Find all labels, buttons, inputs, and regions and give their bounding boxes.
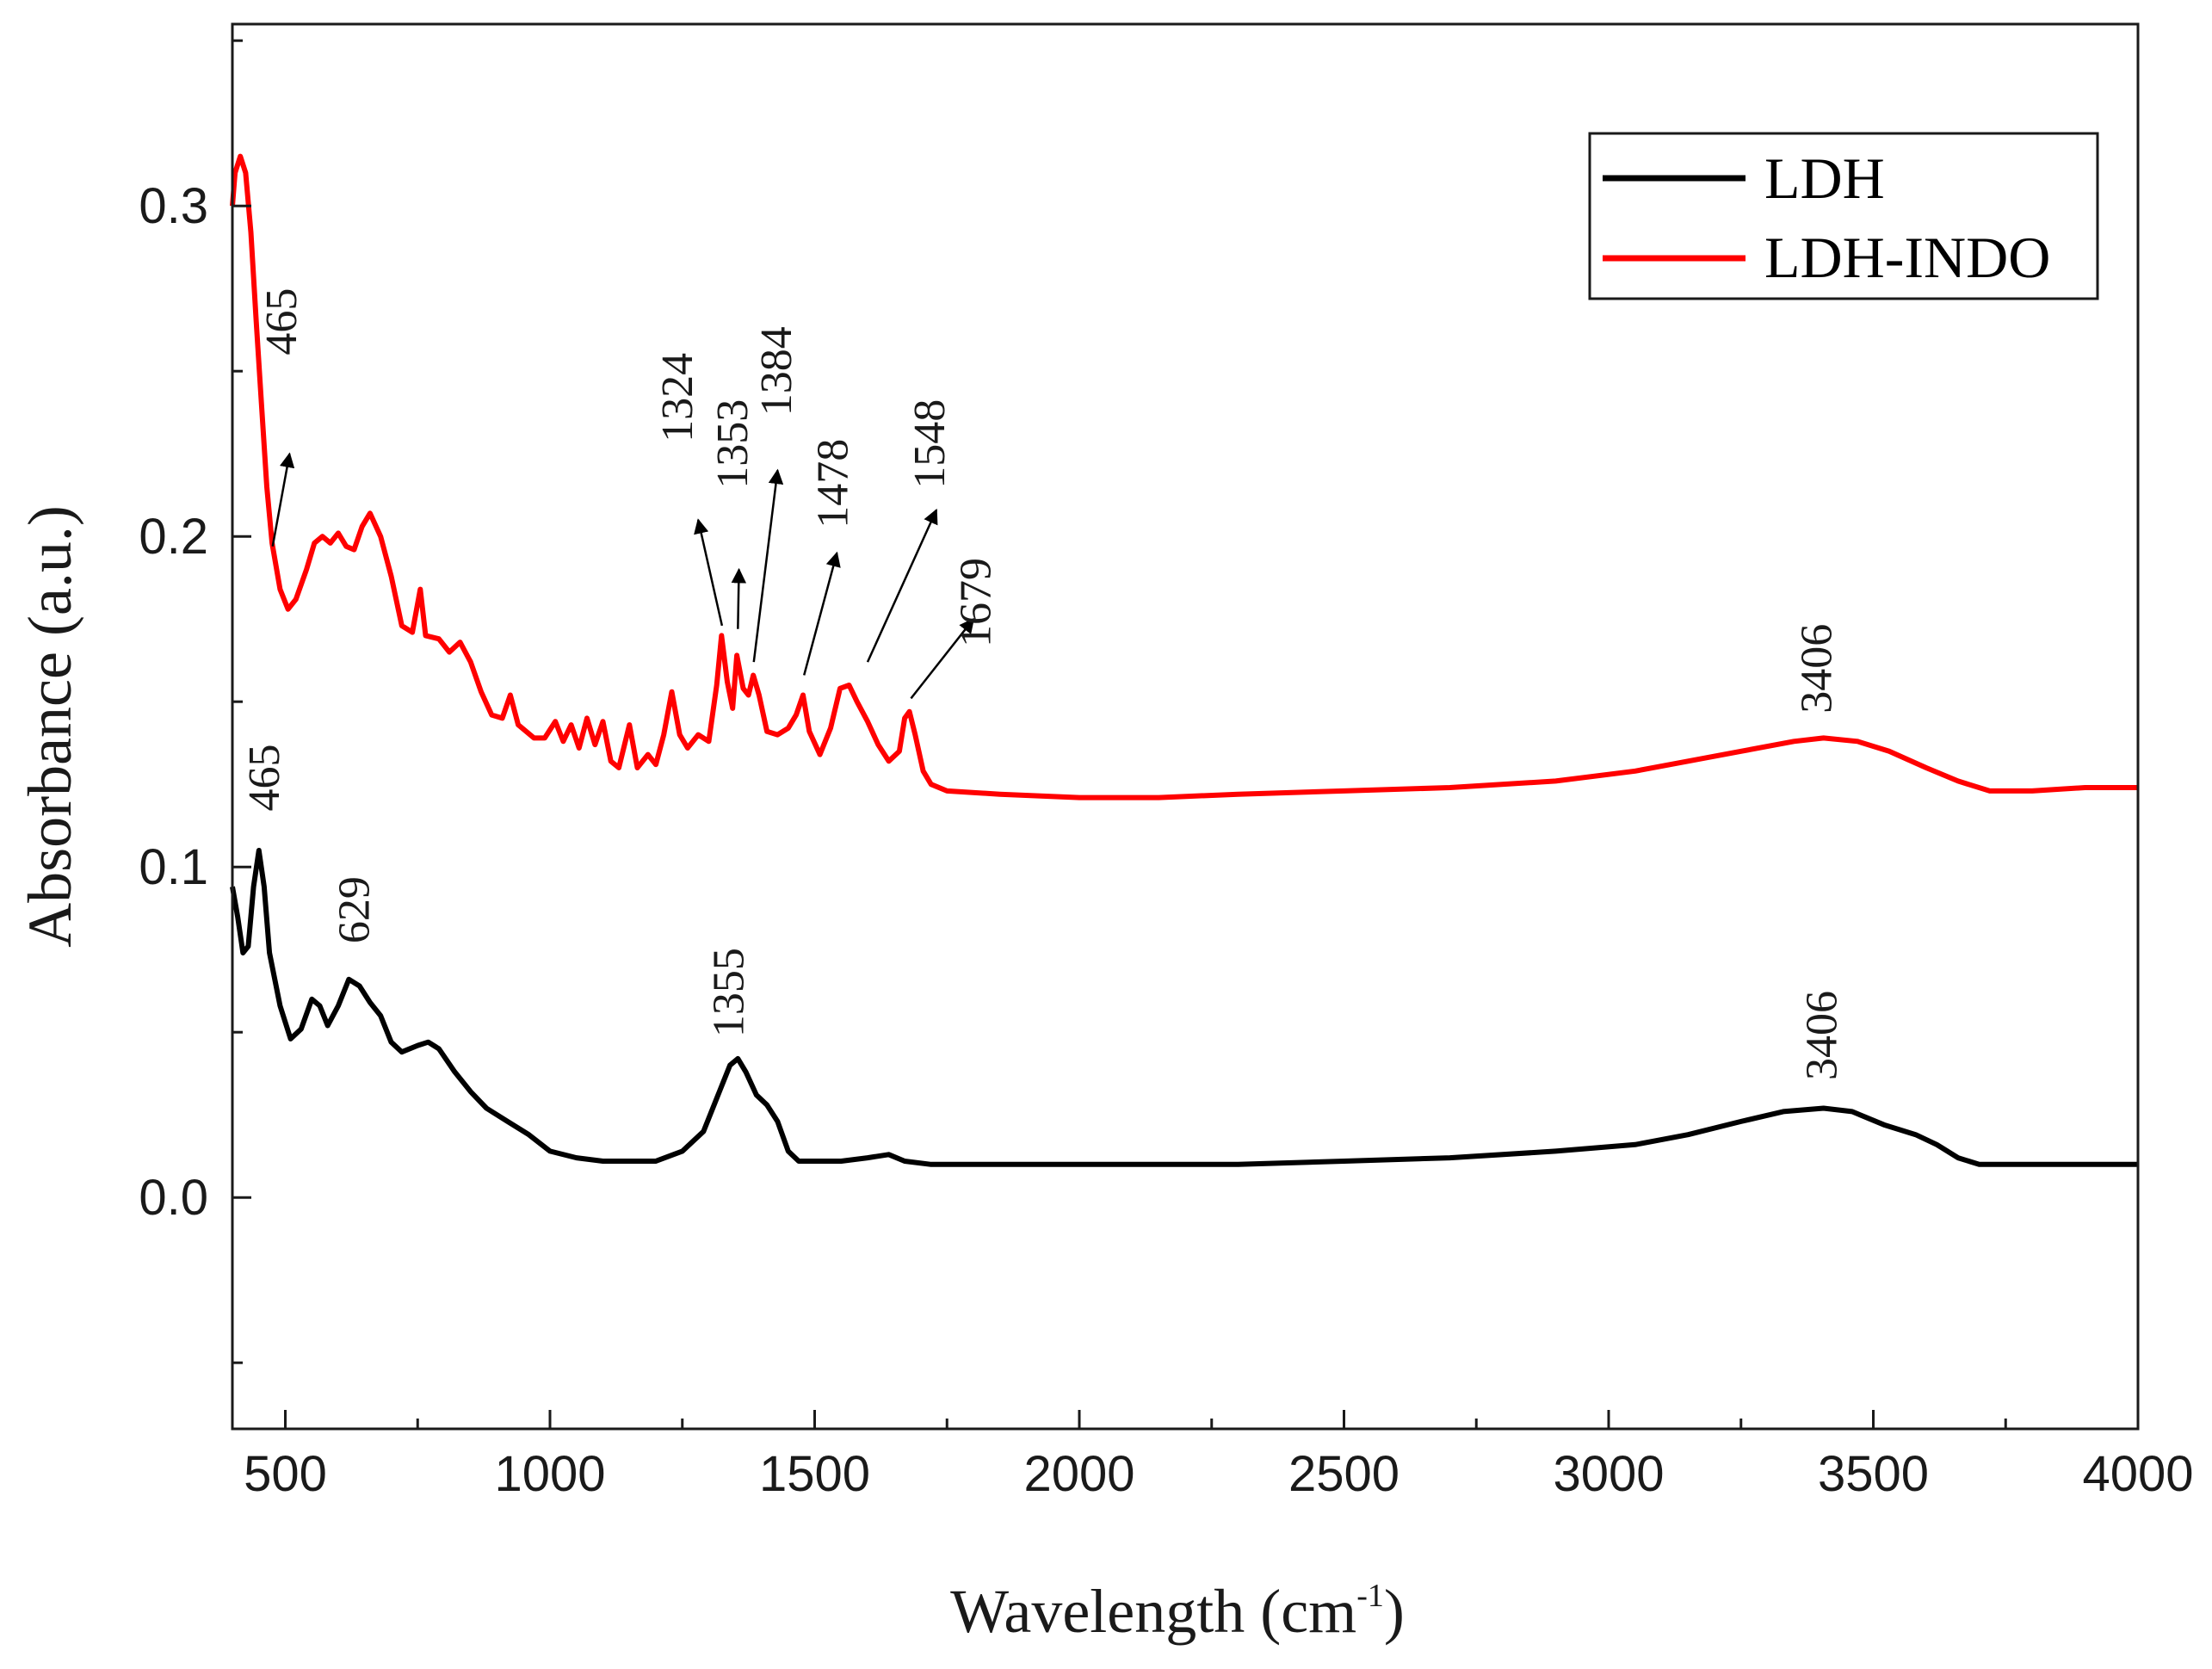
plot-frame <box>231 22 2140 1431</box>
x-tick-label-2500: 2500 <box>1288 1446 1399 1502</box>
x-tick-label-1500: 1500 <box>759 1446 870 1502</box>
annotation-ldh-629-label: 629 <box>331 876 380 943</box>
series-line-ldh <box>230 848 2138 1167</box>
y-axis: 0.0 0.1 0.2 0.3 <box>139 39 251 1364</box>
annotation-ldh-indo-1384-label: 1384 <box>752 326 801 416</box>
annotation-ldh-indo-1548-arrow <box>866 508 938 663</box>
annotation-ldh-indo-1478-arrow <box>802 551 841 676</box>
legend-label-ldh: LDH <box>1764 145 1885 211</box>
legend-box <box>1588 132 2099 300</box>
y-tick-label-0-0: 0.0 <box>139 1170 208 1226</box>
x-axis: 500 1000 1500 2000 2500 3000 3500 4000 <box>244 1410 2194 1502</box>
annotation-ldh-indo-3406-label: 3406 <box>1792 624 1841 714</box>
annotation-ldh-3406-label: 3406 <box>1797 991 1846 1080</box>
annotation-ldh-indo-1353-label: 1353 <box>708 399 757 489</box>
annotation-ldh-indo-1679-label: 1679 <box>952 558 1001 647</box>
y-tick-label-0-1: 0.1 <box>139 839 208 895</box>
y-axis-title: Absorbance (a.u.) <box>15 505 84 948</box>
legend-label-ldh-indo: LDH-INDO <box>1764 225 2050 290</box>
annotation-ldh-1355-label: 1355 <box>705 948 754 1037</box>
x-tick-label-3500: 3500 <box>1818 1446 1929 1502</box>
x-tick-label-3000: 3000 <box>1553 1446 1664 1502</box>
legend: LDH LDH-INDO <box>1588 132 2099 300</box>
annotation-ldh-465-label: 465 <box>240 745 289 812</box>
x-tick-label-2000: 2000 <box>1023 1446 1134 1502</box>
y-tick-label-0-3: 0.3 <box>139 178 208 234</box>
annotation-ldh-indo-465-label: 465 <box>257 288 306 355</box>
y-tick-label-0-2: 0.2 <box>139 509 208 565</box>
annotation-ldh-indo-1324-arrow <box>694 518 724 627</box>
x-axis-title-close: ) <box>1384 1577 1405 1646</box>
x-tick-label-4000: 4000 <box>2082 1446 2193 1502</box>
x-axis-title-main: Wavelength (cm <box>950 1577 1356 1646</box>
x-axis-title: Wavelength (cm-1) <box>950 1577 1405 1646</box>
x-tick-label-500: 500 <box>244 1446 327 1502</box>
annotation-ldh-indo-1478-label: 1478 <box>809 439 858 529</box>
series-line-ldh-indo <box>230 153 2138 801</box>
annotation-ldh-indo-1384-arrow <box>752 468 784 663</box>
annotation-ldh-indo-1548-label: 1548 <box>905 399 955 489</box>
series-layer <box>230 153 2138 1167</box>
annotation-ldh-indo-465-arrow <box>271 452 295 547</box>
annotation-ldh-indo-1679-arrow <box>910 617 975 700</box>
x-axis-title-superscript: -1 <box>1356 1578 1384 1614</box>
annotation-ldh-indo-1324-label: 1324 <box>653 353 702 442</box>
x-tick-label-1000: 1000 <box>494 1446 605 1502</box>
